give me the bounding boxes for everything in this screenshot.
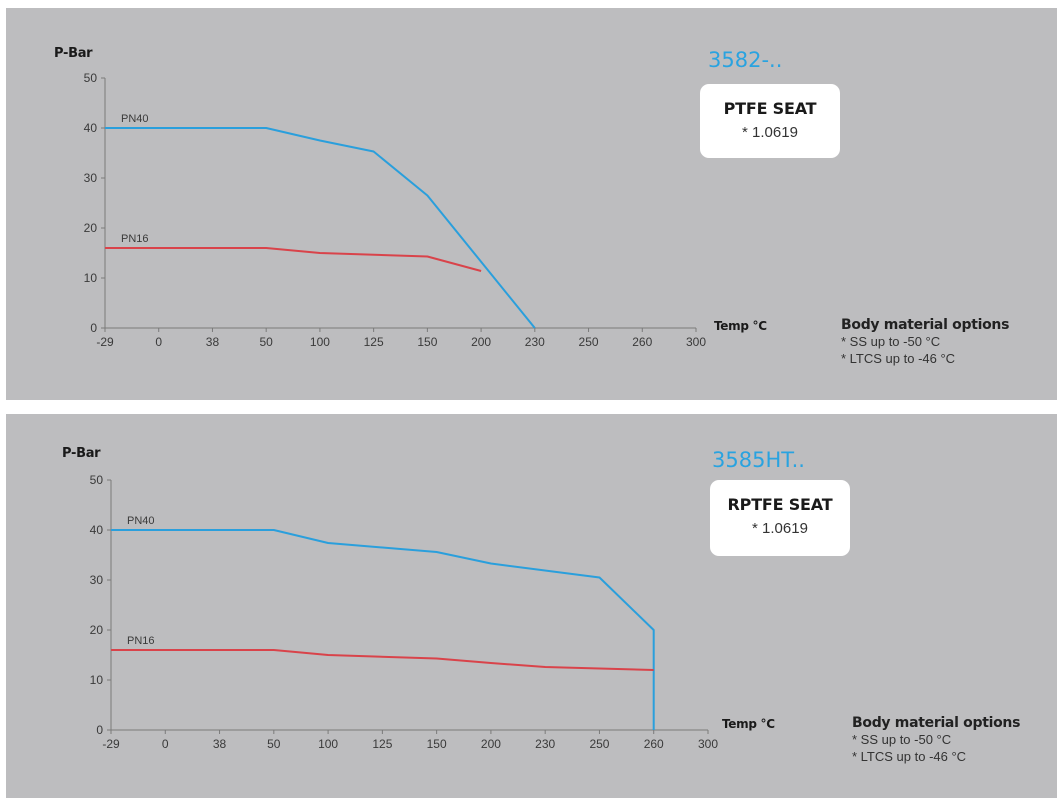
chart-1-body-option-ltcs: * LTCS up to -46 °C xyxy=(841,351,956,366)
chart-1-y-tick-label: 40 xyxy=(84,121,98,135)
chart-2-x-tick-label: 125 xyxy=(372,737,392,751)
chart-1-body-options: Body material options * SS up to -50 °C … xyxy=(841,317,1009,367)
chart-2-body-option-ltcs: * LTCS up to -46 °C xyxy=(852,749,967,764)
chart-1-seat-title: PTFE SEAT xyxy=(723,99,817,118)
chart-1-x-tick-label: 230 xyxy=(525,335,545,349)
chart-1-x-tick-label: -29 xyxy=(96,335,114,349)
chart-2-x-tick-label: 50 xyxy=(267,737,281,751)
chart-2-series-label-pn16: PN16 xyxy=(127,635,155,647)
chart-2-y-tick-label: 20 xyxy=(90,623,104,637)
chart-1-series-line-pn40 xyxy=(105,127,536,329)
chart-1-x-tick-label: 0 xyxy=(155,335,162,349)
chart-1-body-options-title: Body material options xyxy=(841,317,1010,333)
chart-2-y-tick-label: 30 xyxy=(90,573,104,587)
chart-1-y-axis-title: P-Bar xyxy=(54,46,93,61)
chart-2-x-tick-label: 230 xyxy=(535,737,555,751)
chart-2-seat-material: * 1.0619 xyxy=(752,520,808,537)
chart-1-y-tick-label: 30 xyxy=(84,171,98,185)
chart-2-y-tick-label: 50 xyxy=(90,473,104,487)
chart-2-body-options-title: Body material options xyxy=(852,715,1021,731)
chart-1-body-option-ss: * SS up to -50 °C xyxy=(841,334,941,349)
chart-2-x-tick-label: 100 xyxy=(318,737,338,751)
chart-1-x-tick-label: 260 xyxy=(632,335,652,349)
chart-2-seat-box: RPTFE SEAT * 1.0619 xyxy=(710,480,850,556)
chart-panel-2: 0 10 20 30 40 50 -29 0 38 50 100 125 150 200 230 250 260… xyxy=(6,414,1057,798)
chart-1-y-tick-label: 20 xyxy=(84,221,98,235)
chart-2-x-tick-label: 250 xyxy=(589,737,609,751)
chart-1-x-tick-label: 150 xyxy=(417,335,437,349)
chart-2-series-line-pn16 xyxy=(111,649,654,671)
chart-2-x-tick-label: 38 xyxy=(213,737,227,751)
chart-1-series-label-pn16: PN16 xyxy=(121,233,149,245)
chart-1-x-tick-label: 50 xyxy=(260,335,274,349)
chart-1-y-tick-label: 0 xyxy=(90,321,97,335)
chart-1-x-axis-title: Temp °C xyxy=(714,319,767,333)
chart-1-x-tick-label: 250 xyxy=(579,335,599,349)
chart-2-y-tick-label: 10 xyxy=(90,673,104,687)
chart-1-series-label-pn40: PN40 xyxy=(121,113,149,125)
chart-1-series-line-pn16 xyxy=(105,247,482,272)
chart-1-seat-material: * 1.0619 xyxy=(742,124,798,141)
chart-panel-1: 0 10 20 30 40 50 -29 0 38 50 100 125 150 200 230 250 260… xyxy=(6,8,1057,400)
chart-2-body-option-ss: * SS up to -50 °C xyxy=(852,732,952,747)
chart-2-x-axis-title: Temp °C xyxy=(722,717,775,731)
chart-2-seat-title: RPTFE SEAT xyxy=(727,495,833,514)
chart-1-x-tick-label: 125 xyxy=(364,335,384,349)
chart-2-y-axis-title: P-Bar xyxy=(62,446,101,461)
chart-1-x-tick-label: 200 xyxy=(471,335,491,349)
chart-1-x-tick-label: 300 xyxy=(686,335,706,349)
chart-1-x-tick-label: 100 xyxy=(310,335,330,349)
chart-2-x-tick-label: 300 xyxy=(698,737,718,751)
chart-1-seat-box: PTFE SEAT * 1.0619 xyxy=(700,84,840,158)
chart-2-body-options: Body material options * SS up to -50 °C … xyxy=(852,715,1020,765)
chart-2-x-tick-label: 0 xyxy=(162,737,169,751)
chart-2-x-tick-label: 150 xyxy=(427,737,447,751)
chart-2-y-tick-label: 40 xyxy=(90,523,104,537)
chart-2-series-line-pn40 xyxy=(111,529,655,730)
chart-1-y-tick-label: 50 xyxy=(84,71,98,85)
chart-2-series-label-pn40: PN40 xyxy=(127,515,155,527)
chart-2-x-tick-label: -29 xyxy=(102,737,120,751)
chart-1-model-number: 3582-.. xyxy=(708,48,783,72)
chart-2-x-tick-label: 260 xyxy=(644,737,664,751)
chart-2-y-tick-label: 0 xyxy=(96,723,103,737)
chart-1-y-tick-label: 10 xyxy=(84,271,98,285)
chart-1-x-tick-label: 38 xyxy=(206,335,220,349)
chart-2-x-tick-label: 200 xyxy=(481,737,501,751)
chart-2-model-number: 3585HT.. xyxy=(712,448,805,472)
